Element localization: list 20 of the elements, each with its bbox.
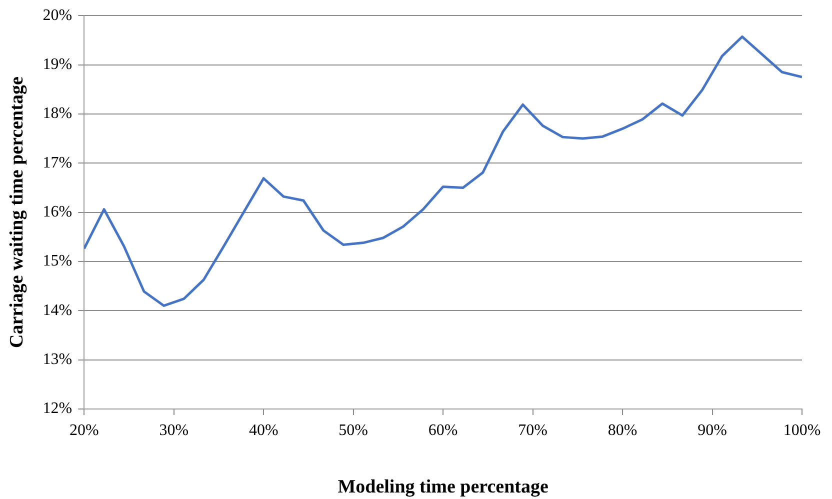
y-tick-label: 20% (42, 6, 72, 24)
y-tick-label: 19% (42, 56, 72, 73)
y-tick-label: 17% (42, 154, 72, 172)
x-tick-label: 90% (698, 422, 727, 439)
x-axis-title: Modeling time percentage (338, 476, 548, 498)
y-tick-label: 13% (42, 351, 72, 368)
x-tick-label: 60% (428, 422, 458, 439)
x-tick-label: 30% (159, 422, 189, 439)
y-tick-label: 18% (42, 105, 72, 122)
y-tick-label: 12% (42, 400, 72, 418)
x-tick-label: 50% (338, 422, 368, 439)
x-tick-label: 70% (518, 422, 548, 439)
y-axis-title: Carriage waiting time percentage (6, 76, 28, 348)
y-tick-label: 16% (42, 204, 72, 221)
x-tick-label: 80% (608, 422, 638, 439)
x-tick-label: 100% (783, 422, 821, 439)
y-tick-label: 15% (42, 252, 72, 270)
y-tick-label: 14% (42, 302, 72, 319)
x-tick-label: 40% (248, 422, 278, 439)
x-tick-label: 20% (69, 422, 99, 439)
